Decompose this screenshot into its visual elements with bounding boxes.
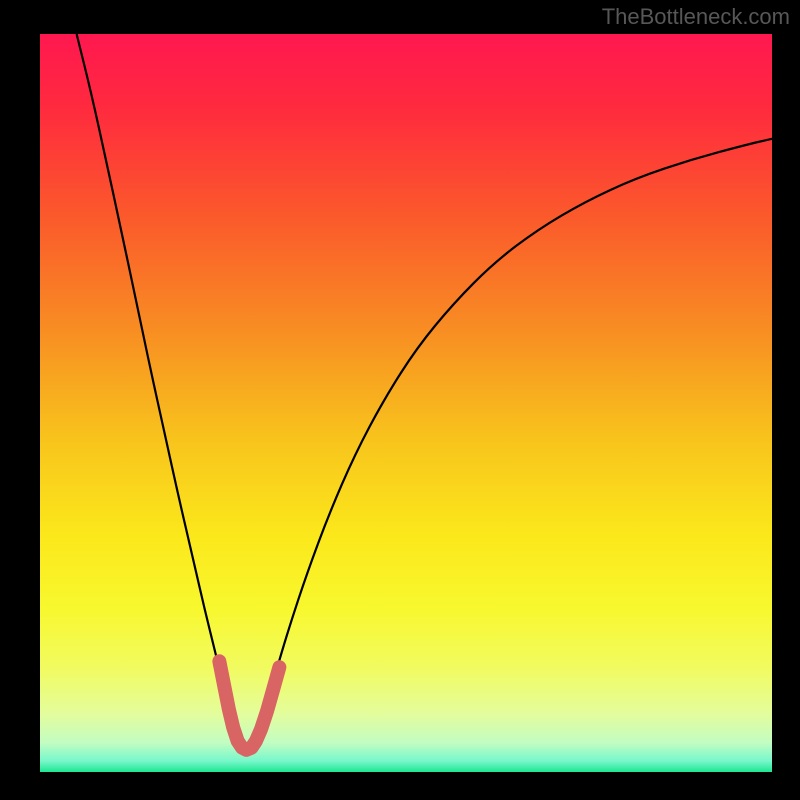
chart-container: TheBottleneck.com (0, 0, 800, 800)
chart-svg (40, 34, 772, 772)
gradient-background (40, 34, 772, 772)
plot-area (40, 34, 772, 772)
watermark-text: TheBottleneck.com (602, 4, 790, 30)
